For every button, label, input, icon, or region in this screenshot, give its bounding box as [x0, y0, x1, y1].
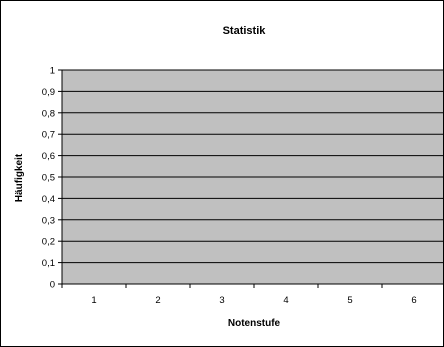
x-axis-title: Notenstufe [228, 318, 281, 329]
y-tick-label: 0,8 [42, 108, 55, 119]
x-tick-label: 3 [219, 295, 224, 306]
x-tick-label: 4 [283, 295, 288, 306]
chart-title: Statistik [223, 25, 267, 37]
x-tick-label: 1 [91, 295, 96, 306]
y-tick-label: 0,1 [42, 258, 55, 269]
plot-group: 0 0,1 0,2 0,3 0,4 0,5 0,6 0,7 0,8 0,9 1 1 2 3 4 5 6 [42, 66, 443, 306]
y-tick-label: 0,6 [42, 151, 55, 162]
y-tick-label: 0,3 [42, 215, 55, 226]
y-tick-label: 0,7 [42, 130, 55, 141]
y-tick-label: 0 [50, 280, 55, 291]
x-tick-label: 2 [155, 295, 160, 306]
y-tick-label: 0,2 [42, 237, 55, 248]
y-tick-label: 1 [50, 66, 55, 77]
x-tick-label: 5 [347, 295, 352, 306]
y-tick-label: 0,5 [42, 173, 55, 184]
y-tick-label: 0,9 [42, 87, 55, 98]
x-tick-label: 6 [411, 295, 416, 306]
y-axis-title: Häufigkeit [14, 153, 25, 202]
y-tick-label: 0,4 [42, 194, 55, 205]
